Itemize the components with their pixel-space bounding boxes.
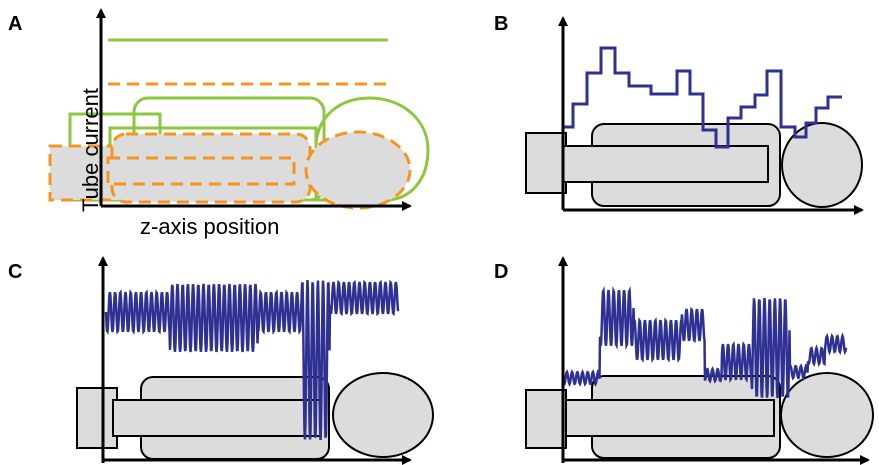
panel-a-x-axis-label: z-axis position — [140, 214, 279, 239]
panel-b-abdomen — [781, 122, 863, 208]
panel-c-head — [76, 387, 118, 449]
panel-b-stepwise-current-curve — [563, 46, 842, 149]
panel-d: D — [494, 256, 874, 465]
panel-b-arm — [562, 145, 769, 183]
panel-d-arm — [565, 399, 775, 437]
panel-c: C — [8, 256, 434, 465]
panel-b-head — [525, 132, 567, 194]
panel-c-abdomen — [332, 372, 434, 458]
panel-d-combined-current-curve — [561, 286, 848, 399]
panel-c-angular-current-curve — [104, 279, 400, 441]
panel-b: B — [494, 13, 864, 215]
panel-letter-d: D — [494, 261, 508, 283]
panel-letter-b: B — [494, 13, 508, 35]
panel-c-arm — [112, 399, 322, 437]
panel-letter-a: A — [8, 13, 22, 35]
panel-a-y-axis-label: Tube current — [78, 88, 103, 212]
panel-d-abdomen — [780, 372, 874, 458]
panel-d-head — [525, 389, 567, 449]
panel-a: A z-axis position Tube current — [8, 8, 430, 239]
orange-body-outline — [48, 130, 412, 210]
panel-letter-c: C — [8, 261, 22, 283]
